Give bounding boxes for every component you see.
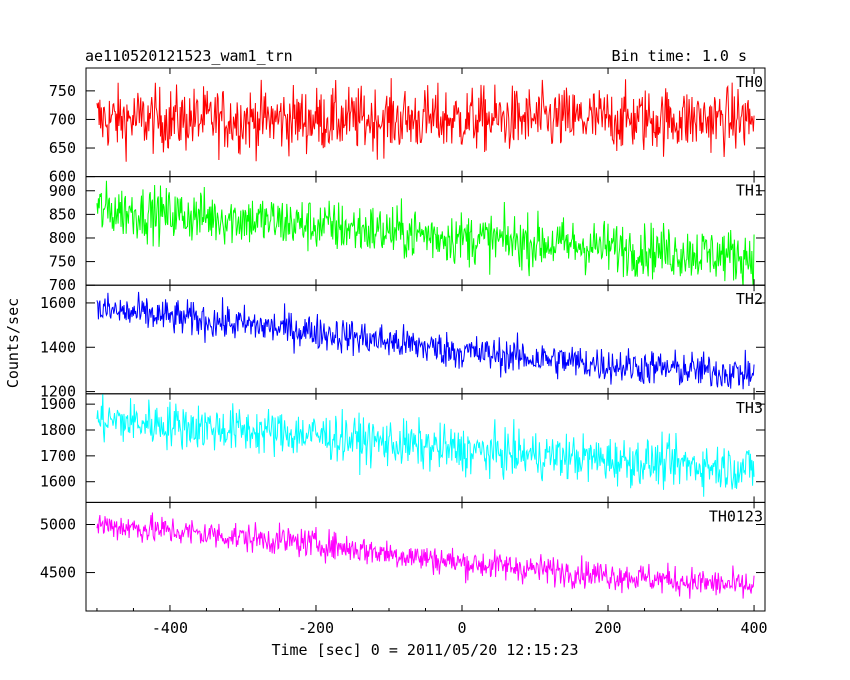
y-tick-label: 700 xyxy=(49,110,76,128)
y-tick-label: 750 xyxy=(49,82,76,100)
y-tick-label: 1600 xyxy=(40,294,76,312)
panel-th1: 700 750 800 850 900 TH1 xyxy=(49,176,766,294)
y-tick-label: 650 xyxy=(49,139,76,157)
series-line-th0123 xyxy=(96,512,755,599)
x-tick-label: -400 xyxy=(152,619,188,637)
panel-label-th3: TH3 xyxy=(736,399,763,417)
panels-group: 600 650 700 750 TH0 700 750 800 850 900 TH1 1200 140… xyxy=(40,67,766,612)
y-tick-label: 1700 xyxy=(40,447,76,465)
y-tick-label: 1600 xyxy=(40,473,76,491)
panel-label-th2: TH2 xyxy=(736,290,763,308)
y-axis-label: Counts/sec xyxy=(4,298,22,388)
x-tick-label: 400 xyxy=(741,619,768,637)
y-tick-label: 5000 xyxy=(40,516,76,534)
y-tick-label: 800 xyxy=(49,229,76,247)
x-tick-label: 200 xyxy=(594,619,621,637)
x-axis: -400 -200 0 200 400 xyxy=(96,608,768,637)
y-tick-label: 1200 xyxy=(40,383,76,401)
panel-label-th0123: TH0123 xyxy=(709,507,763,525)
panel-th3: 1600 1700 1800 1900 TH3 xyxy=(40,393,766,503)
panel-label-th0: TH0 xyxy=(736,73,763,91)
series-line-th1 xyxy=(96,180,755,286)
y-tick-label: 1800 xyxy=(40,421,76,439)
y-tick-label: 1400 xyxy=(40,338,76,356)
panel-th0: 600 650 700 750 TH0 xyxy=(49,67,766,186)
y-tick-label: 900 xyxy=(49,182,76,200)
x-axis-label: Time [sec] 0 = 2011/05/20 12:15:23 xyxy=(271,641,578,659)
y-tick-label: 1900 xyxy=(40,395,76,413)
y-tick-label: 850 xyxy=(49,205,76,223)
series-line-th2 xyxy=(96,291,755,390)
bin-time-label: Bin time: 1.0 s xyxy=(612,47,747,65)
series-line-th0 xyxy=(96,78,755,162)
y-tick-label: 700 xyxy=(49,276,76,294)
x-tick-label: 0 xyxy=(457,619,466,637)
series-line-th3 xyxy=(96,393,755,497)
chart-title: ae110520121523_wam1_trn xyxy=(85,47,293,65)
x-tick-label: -200 xyxy=(298,619,334,637)
panel-th2: 1200 1400 1600 TH2 xyxy=(40,284,766,401)
panel-th0123: 4500 5000 TH0123 xyxy=(40,501,766,612)
y-tick-label: 750 xyxy=(49,253,76,271)
y-tick-label: 4500 xyxy=(40,564,76,582)
y-tick-label: 600 xyxy=(49,168,76,186)
panel-label-th1: TH1 xyxy=(736,182,763,200)
